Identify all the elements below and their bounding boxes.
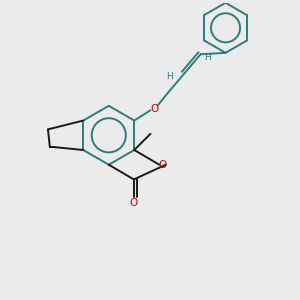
Text: O: O: [159, 160, 167, 170]
Text: H: H: [204, 53, 210, 62]
Text: H: H: [166, 72, 173, 81]
Text: O: O: [130, 198, 138, 208]
Text: O: O: [151, 104, 159, 114]
